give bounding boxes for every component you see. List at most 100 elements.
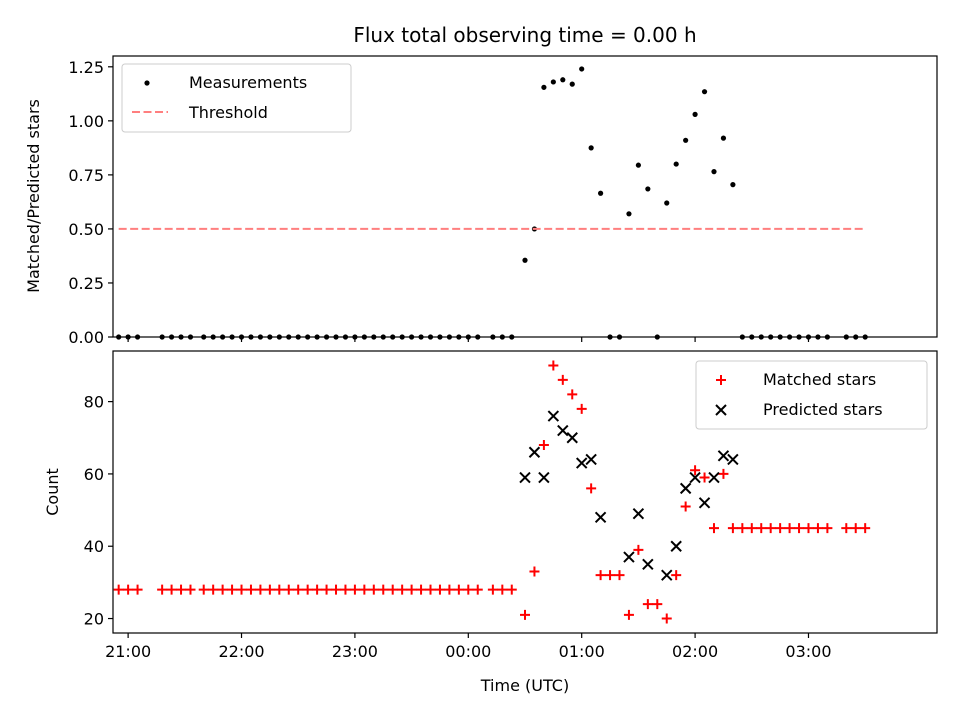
matched-star-point [274,584,285,595]
predicted-star-point [566,432,578,444]
legend-label-matched-stars: Matched stars [763,370,876,389]
top-ytick-label: 0.00 [68,328,104,347]
matched-star-point [264,584,275,595]
matched-star-point [123,584,134,595]
predicted-star-point [519,471,531,484]
matched-star-point [680,501,691,512]
matched-star-point [652,599,663,610]
bottom-ytick-label: 20 [84,610,104,629]
bottom-y-axis: 20 40 60 80 [84,393,113,629]
predicted-star-point [717,450,730,462]
matched-star-point [185,584,196,595]
matched-star-point [605,570,616,581]
matched-star-point [812,523,823,534]
measurement-point [579,66,585,72]
matched-star-point [860,523,871,534]
matched-star-point [794,523,805,534]
predicted-star-point [594,511,607,524]
bottom-panel: 20 40 60 80 21:00 22:00 23:00 00:00 01:00 02:00 0… [43,350,938,695]
xtick-label: 22:00 [218,642,264,661]
measurement-point [701,89,708,95]
predicted-star-point [679,482,692,495]
matched-star-point [567,389,578,400]
predicted-star-point [623,551,635,563]
matched-star-point [176,584,187,595]
matched-star-point [378,584,389,595]
legend-frame [695,360,928,430]
matched-star-point [765,523,776,534]
matched-star-point [198,584,209,595]
matched-star-point [520,609,530,620]
matched-star-point [416,584,427,595]
matched-star-point [497,584,508,595]
predicted-star-point [547,410,560,422]
matched-star-point [397,584,408,595]
measurement-point [673,161,679,167]
matched-star-point [312,584,323,595]
predicted-star-point [698,497,711,509]
bottom-ytick-label: 40 [84,537,104,556]
xtick-label: 02:00 [672,642,718,661]
matched-star-point [236,584,247,595]
predicted-star-point [661,569,673,581]
measurement-point [550,79,556,85]
matched-star-point [487,584,498,595]
predicted-star-point [670,540,682,552]
matched-star-point [690,465,701,476]
chart-title: Flux total observing time = 0.00 h [353,23,696,47]
matched-star-point [822,523,833,534]
matched-star-point [548,360,559,371]
xtick-label: 00:00 [445,642,491,661]
predicted-star-point [585,453,597,466]
top-panel: 0.00 0.25 0.50 0.75 1.00 1.25 Matched/Predict… [24,55,938,347]
matched-star-point [746,523,757,534]
bottom-legend: Matched stars Predicted stars [695,360,928,430]
legend-frame [121,63,352,133]
predicted-star-point [632,507,645,520]
matched-star-point [642,599,653,610]
predicted-star-point [538,471,550,484]
matched-star-point [157,584,168,595]
top-ytick-label: 0.50 [68,220,104,239]
matched-star-point [227,584,238,595]
matched-star-point [113,584,124,595]
legend-marker-measurements [144,80,150,86]
matched-star-point [132,584,143,595]
legend-label-threshold: Threshold [188,103,268,122]
predicted-star-point [727,453,739,466]
legend-marker-predicted-stars [715,404,727,416]
matched-star-point [633,544,644,555]
matched-star-point [453,584,464,595]
matched-star-point [841,523,852,534]
legend-marker-matched-stars [716,375,726,385]
matched-star-point [302,584,313,595]
matched-star-point [293,584,304,595]
top-y-axis: 0.00 0.25 0.50 0.75 1.00 1.25 [68,58,113,347]
matched-star-point [586,483,597,494]
xtick-label: 23:00 [332,642,378,661]
top-ytick-label: 1.25 [68,58,104,77]
matched-star-point [784,523,795,534]
xtick-label: 03:00 [785,642,831,661]
matched-star-point [737,523,748,534]
top-legend: Measurements Threshold [121,63,352,133]
matched-star-point [434,584,445,595]
matched-star-point [614,570,625,581]
matched-star-point [208,584,219,595]
matched-star-point [245,584,256,595]
matched-star-point [623,609,634,620]
measurement-point [730,182,736,188]
matched-star-point [775,523,786,534]
matched-star-point [368,584,379,595]
matched-star-point [359,584,370,595]
matched-star-point [661,613,672,624]
matched-star-point [349,584,360,595]
matched-star-point [803,523,814,534]
matched-star-point [321,584,332,595]
predicted-star-point [689,471,701,484]
measurement-point [692,111,698,117]
xtick-label: 21:00 [105,642,151,661]
measurement-point [645,186,651,192]
matched-star-point [756,523,767,534]
matched-star-point [255,584,266,595]
